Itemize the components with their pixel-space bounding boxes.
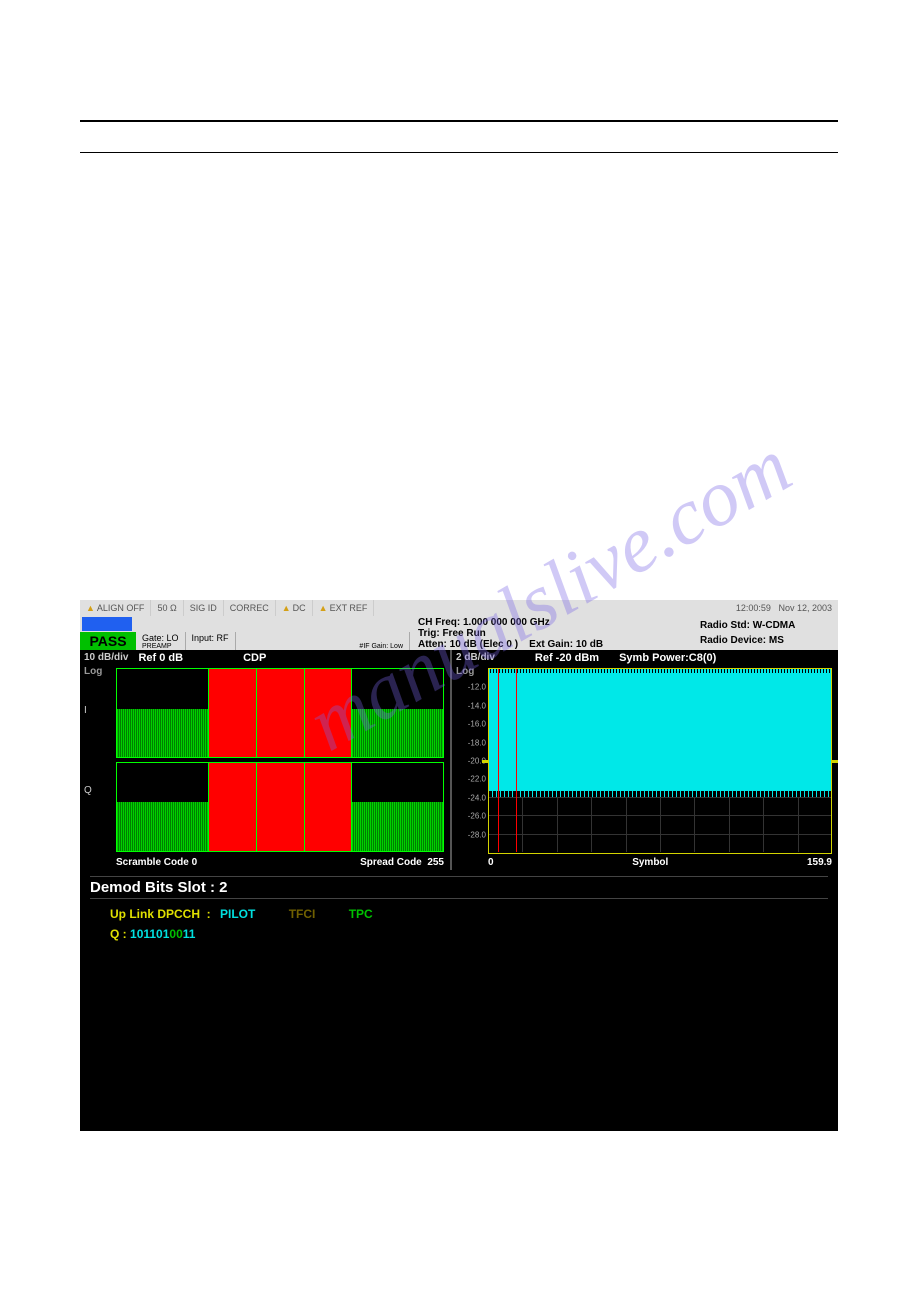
symb-xend: 159.9 <box>807 857 832 868</box>
status-time: 12:00:59 Nov 12, 2003 <box>730 603 838 613</box>
cdp-q-vline-1 <box>256 763 257 851</box>
demod-title: Demod Bits Slot : 2 <box>90 876 828 899</box>
symb-ylabel-0: -12.0 <box>468 683 488 692</box>
graphs-row: 10 dB/div Ref 0 dB CDP Log I Q <box>80 650 838 870</box>
q-axis-label: Q <box>84 785 92 796</box>
symb-ydiv: 2 dB/div <box>456 652 495 664</box>
cdp-ydiv: 10 dB/div <box>84 652 128 664</box>
info-bar: PASS Gate: LO PREAMP Input: RF #IF Gain:… <box>80 616 838 650</box>
symb-ylabel-5: -22.0 <box>468 775 488 784</box>
status-correc: CORREC <box>224 600 276 616</box>
symb-ylabel-8: -28.0 <box>468 830 488 839</box>
q-label: Q : <box>110 927 127 941</box>
bits-3: 11 <box>183 927 196 941</box>
demod-bits-line: Q : 1011010011 <box>110 927 828 941</box>
extgain-label: Ext Gain: 10 dB <box>529 639 603 650</box>
symb-ylabel-2: -16.0 <box>468 720 488 729</box>
tfci-label: TFCI <box>289 907 316 921</box>
symb-xlabel: Symbol <box>632 857 668 868</box>
cdp-i-noise-right <box>352 709 443 758</box>
status-align: ▲ALIGN OFF <box>80 600 151 616</box>
status-impedance: 50 Ω <box>151 600 183 616</box>
spread-code-label: Spread Code 255 <box>360 857 444 868</box>
cdp-ref: Ref 0 dB <box>138 652 183 664</box>
demod-panel: Demod Bits Slot : 2 Up Link DPCCH : PILO… <box>80 870 838 1131</box>
symb-graph: 2 dB/div Ref -20 dBm Symb Power:C8(0) Lo… <box>452 650 838 870</box>
cdp-i-red-block <box>208 669 351 757</box>
ifgain-cell: #IF Gain: Low <box>236 632 410 650</box>
cdp-q-vline-2 <box>304 763 305 851</box>
symb-xstart: 0 <box>488 857 494 868</box>
info-mid: CH Freq: 1.000 000 000 GHz Trig: Free Ru… <box>410 616 700 650</box>
symb-ylabel-3: -18.0 <box>468 738 488 747</box>
info-right: Radio Std: W-CDMA Radio Device: MS <box>700 616 838 650</box>
status-sigid: SIG ID <box>184 600 224 616</box>
trig-label: Trig: Free Run <box>418 628 700 639</box>
uplink-label: Up Link DPCCH : <box>110 907 211 921</box>
radio-std-label: Radio Std: W-CDMA <box>700 618 830 633</box>
symb-cyan-trace <box>488 672 832 793</box>
cdp-i-vline-2 <box>304 669 305 757</box>
symb-left-tick <box>482 760 488 763</box>
symb-ylabel-6: -24.0 <box>468 793 488 802</box>
bits-1: 101101 <box>130 927 169 941</box>
symb-ylabel-1: -14.0 <box>468 701 488 710</box>
status-dc: ▲DC <box>276 600 313 616</box>
demod-channel-line: Up Link DPCCH : PILOT TFCI TPC <box>110 907 828 921</box>
pilot-label: PILOT <box>220 907 255 921</box>
ch-freq-label: CH Freq: 1.000 000 000 GHz <box>418 617 700 628</box>
symb-ylabel-7: -26.0 <box>468 812 488 821</box>
cdp-i-panel <box>116 668 444 758</box>
divider-top <box>80 120 838 122</box>
status-bar: ▲ALIGN OFF 50 Ω SIG ID CORREC ▲DC ▲EXT R… <box>80 600 838 616</box>
pass-badge: PASS <box>80 632 136 650</box>
cdp-i-vline-1 <box>256 669 257 757</box>
input-cell: Input: RF <box>186 632 236 650</box>
radio-device-label: Radio Device: MS <box>700 633 830 648</box>
symb-ref: Ref -20 dBm <box>535 652 599 664</box>
bits-2: 00 <box>169 927 182 941</box>
symb-log-label: Log <box>456 666 474 677</box>
tpc-label: TPC <box>349 907 373 921</box>
scramble-code-label: Scramble Code 0 <box>116 857 197 868</box>
cdp-plot-area <box>116 668 444 852</box>
cdp-graph: 10 dB/div Ref 0 dB CDP Log I Q <box>80 650 452 870</box>
status-extref: ▲EXT REF <box>313 600 375 616</box>
i-axis-label: I <box>84 705 87 716</box>
cdp-log-label: Log <box>84 666 102 677</box>
cdp-q-red-block <box>208 763 351 851</box>
cdp-q-panel <box>116 762 444 852</box>
gate-cell: Gate: LO PREAMP <box>136 632 186 650</box>
atten-label: Atten: 10 dB (Elec 0 ) <box>418 639 518 650</box>
cdp-q-noise-left <box>117 802 208 851</box>
symb-plot-area: -12.0 -14.0 -16.0 -18.0 -20.0 -22.0 -24.… <box>488 668 832 852</box>
instrument-screenshot: ▲ALIGN OFF 50 Ω SIG ID CORREC ▲DC ▲EXT R… <box>80 600 838 1131</box>
input-indicator <box>82 617 132 631</box>
symb-red-marker-2 <box>516 668 517 852</box>
cdp-q-noise-right <box>352 802 443 851</box>
cdp-i-noise-left <box>117 709 208 758</box>
divider-bottom <box>80 152 838 153</box>
symb-right-tick <box>832 760 838 763</box>
symb-title: Symb Power:C8(0) <box>619 652 716 664</box>
symb-red-marker-1 <box>498 668 499 852</box>
cdp-title: CDP <box>243 652 266 664</box>
